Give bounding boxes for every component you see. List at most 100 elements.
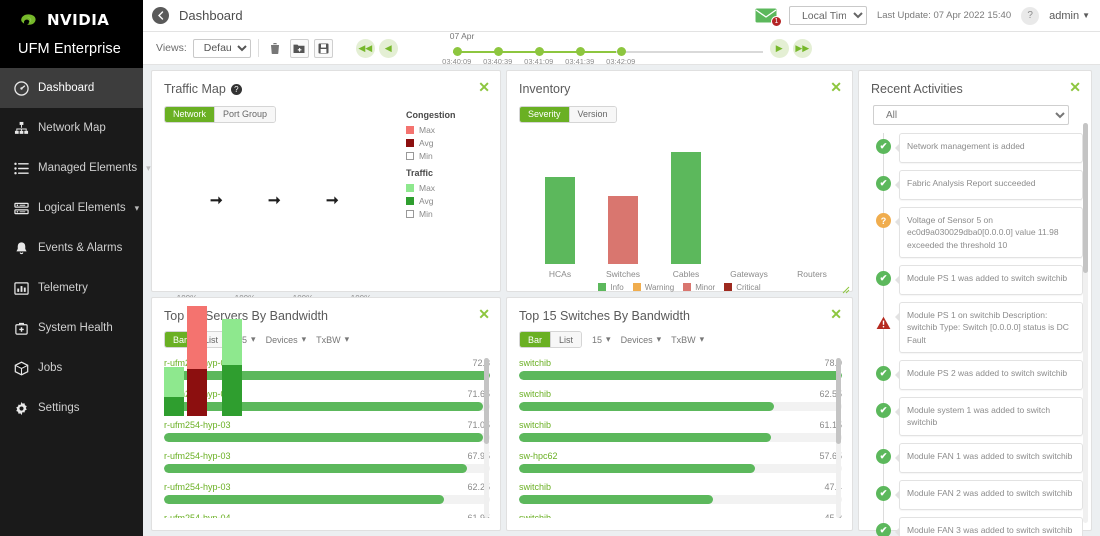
sidebar-item-system-health[interactable]: System Health xyxy=(0,308,143,348)
help-button[interactable]: ? xyxy=(1021,6,1040,25)
back-button[interactable] xyxy=(152,7,169,24)
bandwidth-row[interactable]: r-ufm254-hyp-03 71.05 xyxy=(164,420,490,442)
inventory-legend-item[interactable]: Critical xyxy=(724,283,761,292)
views-select[interactable]: Default xyxy=(192,38,251,58)
top-servers-scope-dropdown[interactable]: Devices ▾ xyxy=(266,334,307,345)
bandwidth-row[interactable]: switchib 47.4 xyxy=(519,482,842,504)
inventory-header: Inventory ✕ xyxy=(507,71,852,96)
activity-item[interactable]: ✔ Module FAN 2 was added to switch switch… xyxy=(873,479,1083,510)
activity-timeline-spine xyxy=(883,133,884,536)
scrollbar-thumb[interactable] xyxy=(836,358,841,444)
sidebar-item-managed-elements[interactable]: Managed Elements ▾ xyxy=(0,148,151,188)
bandwidth-row[interactable]: sw-hpc62 57.65 xyxy=(519,451,842,473)
legend-item: Min xyxy=(406,207,486,220)
bandwidth-row[interactable]: r-ufm254-hyp-04 61.95 xyxy=(164,513,490,518)
sidebar-item-logical-elements[interactable]: Logical Elements ▾ xyxy=(0,188,143,228)
bandwidth-row[interactable]: switchib 45.3 xyxy=(519,513,842,518)
step-back-icon[interactable]: ◀ xyxy=(378,38,398,58)
activity-item[interactable]: ✔ Module FAN 1 was added to switch switch… xyxy=(873,442,1083,473)
inventory-bar[interactable] xyxy=(608,195,638,264)
activity-item[interactable]: ? Voltage of Sensor 5 on ec0d9a030029dba0… xyxy=(873,207,1083,258)
top-servers-count-dropdown[interactable]: 15 ▾ xyxy=(237,334,256,345)
timezone-select[interactable]: Local Time xyxy=(788,6,867,25)
inventory-legend-item[interactable]: Minor xyxy=(683,283,715,292)
timeline-point[interactable] xyxy=(452,46,462,56)
timeline-tick-label: 03:42:09 xyxy=(606,56,636,66)
sidebar-item-dashboard[interactable]: Dashboard xyxy=(0,68,143,108)
close-icon[interactable]: ✕ xyxy=(830,79,842,95)
activity-item[interactable]: ✔ Fabric Analysis Report succeeded xyxy=(873,170,1083,200)
bandwidth-track xyxy=(164,402,490,411)
inventory-bar[interactable] xyxy=(671,151,701,264)
bandwidth-device-name: r-ufm254-hyp-03 xyxy=(164,482,231,492)
top-servers-metric-dropdown[interactable]: TxBW ▾ xyxy=(316,334,349,345)
bandwidth-device-name: switchib xyxy=(519,420,552,430)
timeline-point[interactable] xyxy=(616,46,626,56)
mail-icon[interactable]: 1 xyxy=(755,8,782,27)
bandwidth-row[interactable]: r-ufm254-hyp-03 67.95 xyxy=(164,451,490,473)
inventory-column: Routers xyxy=(777,264,847,279)
traffic-map-tab-port-group[interactable]: Port Group xyxy=(215,106,276,122)
top-switches-tab-list[interactable]: List xyxy=(551,332,582,347)
save-view-icon[interactable] xyxy=(313,38,333,58)
activity-item[interactable]: ✔ Module FAN 3 was added to switch switch… xyxy=(873,516,1083,536)
close-icon[interactable]: ✕ xyxy=(830,306,842,322)
traffic-map-tab-network[interactable]: Network xyxy=(165,106,216,122)
activity-filter-select[interactable]: All xyxy=(873,105,1069,125)
inventory-legend-item[interactable]: Warning xyxy=(632,283,674,292)
legend-swatch xyxy=(406,209,414,218)
top-switches-tab-bar[interactable]: Bar xyxy=(520,332,552,347)
activity-item[interactable]: ✔ Network management is added xyxy=(873,133,1083,163)
trash-icon[interactable] xyxy=(266,39,285,58)
inventory-tab-version[interactable]: Version xyxy=(569,106,616,122)
skip-forward-icon[interactable]: ▶▶ xyxy=(792,38,812,58)
inventory-tab-severity[interactable]: Severity xyxy=(520,106,570,122)
close-icon[interactable]: ✕ xyxy=(1069,79,1081,95)
success-icon: ✔ xyxy=(876,365,891,381)
server-icon xyxy=(13,200,29,216)
close-icon[interactable]: ✕ xyxy=(478,306,490,322)
congestion-bar[interactable] xyxy=(187,305,207,416)
close-icon[interactable]: ✕ xyxy=(478,79,490,95)
sidebar-item-telemetry[interactable]: Telemetry xyxy=(0,268,143,308)
scrollbar-track[interactable] xyxy=(1083,123,1088,523)
activity-item[interactable]: Module PS 1 on switchib Description: swi… xyxy=(873,301,1083,353)
top-switches-metric-dropdown[interactable]: TxBW ▾ xyxy=(671,334,704,345)
sidebar-item-events-alarms[interactable]: Events & Alarms xyxy=(0,228,143,268)
activity-item[interactable]: ✔ Module PS 2 was added to switch switchi… xyxy=(873,359,1083,390)
inventory-column: Gateways xyxy=(714,264,784,279)
sidebar-item-jobs[interactable]: Jobs xyxy=(0,348,143,388)
bandwidth-row[interactable]: r-ufm254-hyp-03 62.25 xyxy=(164,482,490,504)
timeline-track[interactable]: 07 Apr 03:40:09 03:40:39 03:41:09 03:41:39 0… xyxy=(408,31,764,66)
scope-value: Devices xyxy=(620,334,653,345)
skip-back-icon[interactable]: ◀◀ xyxy=(355,38,375,58)
sidebar-item-settings[interactable]: Settings xyxy=(0,388,143,428)
panel-resize-handle[interactable] xyxy=(842,281,850,294)
top-switches-count-dropdown[interactable]: 15 ▾ xyxy=(592,334,611,345)
bandwidth-row[interactable]: switchib 61.15 xyxy=(519,420,842,442)
scrollbar-thumb[interactable] xyxy=(1083,123,1088,273)
sidebar-item-network-map[interactable]: Network Map xyxy=(0,108,143,148)
top-switches-scope-dropdown[interactable]: Devices ▾ xyxy=(621,334,662,345)
timeline-point[interactable] xyxy=(575,46,585,56)
recent-activities-title: Recent Activities xyxy=(871,82,963,96)
add-view-icon[interactable] xyxy=(289,38,309,58)
bandwidth-row[interactable]: r-ufm254-hyp-0372.8 xyxy=(164,358,490,380)
bandwidth-row[interactable]: switchib 62.55 xyxy=(519,389,842,411)
inventory-bar[interactable] xyxy=(545,176,575,264)
step-forward-icon[interactable]: ▶ xyxy=(769,38,789,58)
user-menu[interactable]: admin ▼ xyxy=(1049,10,1090,22)
bandwidth-fill xyxy=(519,371,842,380)
inventory-legend-item[interactable]: Info xyxy=(598,283,624,292)
activity-item[interactable]: ✔ Module system 1 was added to switch swi… xyxy=(873,396,1083,436)
timeline-point[interactable] xyxy=(534,46,544,56)
help-icon[interactable]: ? xyxy=(230,84,242,95)
traffic-bar[interactable] xyxy=(222,305,242,416)
scrollbar-thumb[interactable] xyxy=(484,358,489,444)
bandwidth-row[interactable]: switchib 78.9 xyxy=(519,358,842,380)
chevron-down-icon: ▾ xyxy=(606,334,611,344)
activity-item[interactable]: ✔ Module PS 1 was added to switch switchi… xyxy=(873,264,1083,295)
timeline-point[interactable] xyxy=(493,46,503,56)
